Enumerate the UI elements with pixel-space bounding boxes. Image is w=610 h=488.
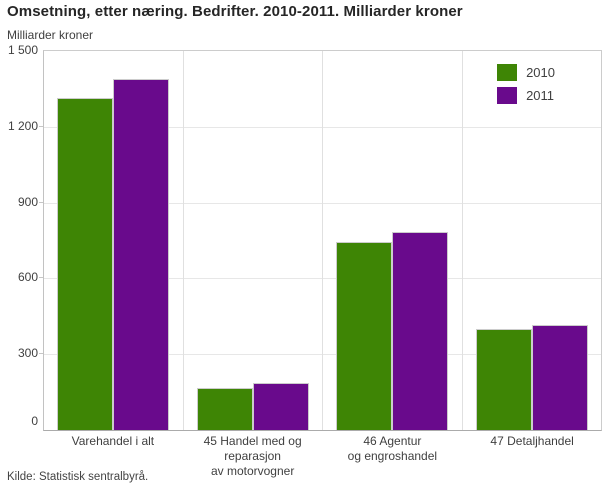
legend: 2010 2011 bbox=[497, 64, 555, 104]
y-tick-mark bbox=[39, 277, 43, 279]
legend-swatch-icon bbox=[497, 87, 518, 104]
plot-area: 2010 2011 bbox=[43, 50, 602, 431]
legend-label: 2010 bbox=[526, 65, 555, 80]
category-group bbox=[463, 51, 602, 430]
y-tick-label: 1 200 bbox=[7, 118, 38, 133]
x-axis-category-label: 47 Detaljhandel bbox=[490, 434, 574, 448]
y-tick-label: 1 500 bbox=[7, 43, 38, 57]
y-tick-label: 600 bbox=[17, 270, 38, 285]
y-tick-mark bbox=[39, 353, 43, 355]
y-tick-label: 0 bbox=[31, 414, 38, 428]
category-group bbox=[44, 51, 184, 430]
source-note: Kilde: Statistisk sentralbyrå. bbox=[7, 471, 149, 483]
y-tick-label: 300 bbox=[17, 346, 38, 361]
x-axis-labels: Varehandel i alt 45 Handel med og reparas… bbox=[43, 434, 602, 479]
legend-item-2010: 2010 bbox=[497, 64, 555, 81]
bar-2011 bbox=[392, 232, 449, 430]
bar-2011 bbox=[252, 383, 309, 430]
bar-2011 bbox=[113, 79, 170, 430]
y-tick-mark bbox=[39, 201, 43, 203]
legend-swatch-icon bbox=[497, 64, 518, 81]
x-axis-category-label: 46 Agentur og engroshandel bbox=[347, 434, 438, 463]
x-axis-category-label: Varehandel i alt bbox=[71, 434, 155, 448]
bar-2010 bbox=[475, 329, 532, 430]
y-axis-title: Milliarder kroner bbox=[7, 28, 94, 42]
bar-2011 bbox=[531, 325, 588, 430]
category-group bbox=[184, 51, 323, 430]
category-panels bbox=[44, 51, 601, 430]
legend-item-2011: 2011 bbox=[497, 87, 555, 104]
y-tick-label: 900 bbox=[17, 194, 38, 209]
bar-2010 bbox=[196, 388, 253, 430]
legend-label: 2011 bbox=[526, 88, 555, 103]
bar-2010 bbox=[336, 242, 393, 430]
x-axis-category-label: 45 Handel med og reparasjon av motorvogn… bbox=[203, 434, 302, 478]
bar-2010 bbox=[57, 98, 114, 430]
chart-title: Omsetning, etter næring. Bedrifter. 2010… bbox=[7, 3, 463, 20]
category-group bbox=[323, 51, 463, 430]
y-tick-mark bbox=[39, 125, 43, 127]
